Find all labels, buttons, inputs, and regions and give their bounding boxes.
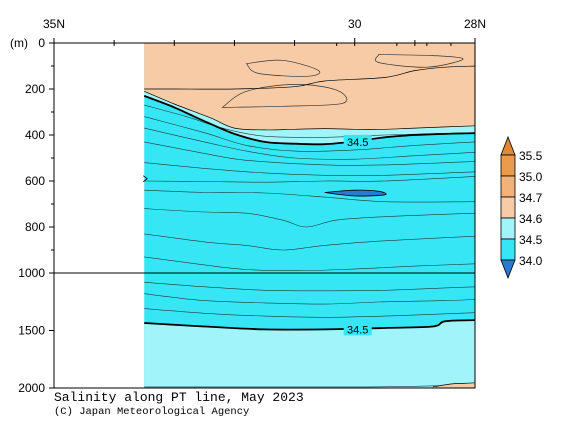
thin-isoline-13 [144,308,475,318]
y-tick-label-0: 0 [38,36,45,50]
colorbar-segment-5 [500,238,516,261]
thin-isoline-3 [144,127,475,160]
y-tick-label-800: 800 [25,220,45,234]
colorbar-segment-4 [500,217,516,240]
colorbar: 35.5 35.0 34.7 34.6 34.5 34.0 [500,135,543,280]
contour-label-1: 34.5 [347,137,368,149]
x-tick-label-28: 28N [464,17,486,31]
y-tick-label-2000: 2000 [18,381,45,395]
colorbar-label-35: 35.0 [519,170,543,184]
thin-isoline-8 [144,208,475,228]
thin-isoline-14 [144,385,439,388]
contour-label-bg-2 [343,322,372,336]
thin-isoline-11 [144,281,475,292]
colorbar-label-35-5: 35.5 [519,149,543,163]
contour-line-layer [142,54,475,388]
colorbar-label-34-5: 34.5 [519,233,543,247]
contour-34-7-closed-2 [221,84,348,108]
x-tick-label-35: 35N [43,17,65,31]
plot-frame [53,42,476,389]
thin-isoline-9 [144,233,475,251]
thin-isoline-2 [144,116,475,152]
axis-layer: 0 200 400 600 800 1000 1500 2000 (m) 35N 30 28N [10,17,486,395]
y-tick-label-600: 600 [25,174,45,188]
x-tick-label-30: 30 [348,17,362,31]
contour-34-6-5 [432,382,475,388]
fill-bottom-34-6-patch [432,382,475,388]
contour-34-7-closed-1 [245,59,321,77]
contour-34-6-4 [144,65,475,90]
contour-label-bg-1 [343,134,372,148]
chart-title: Salinity along PT line, May 2023 [54,390,304,405]
y-tick-label-1500: 1500 [18,324,45,338]
contour-label-2: 34.5 [347,324,368,336]
contour-34-6-1 [144,90,475,131]
colorbar-segment-2 [500,175,516,198]
thin-isoline-4 [144,141,475,166]
edge-contour-mark [142,175,148,183]
fill-low-salinity-patch [324,189,387,197]
colorbar-segment-bottom [500,259,516,280]
thin-isoline-6 [144,176,475,183]
y-tick-label-200: 200 [25,82,45,96]
thin-isoline-1 [144,104,475,138]
contour-34-7-closed-3 [374,54,464,68]
colorbar-segment-1 [500,154,516,177]
thin-isoline-10 [144,256,475,272]
thin-isoline-12 [144,293,475,305]
thin-isoline-5 [144,162,475,176]
colorbar-label-34-6: 34.6 [519,212,543,226]
y-tick-label-1000: 1000 [18,266,45,280]
thin-isoline-7 [144,189,475,203]
y-unit-label: (m) [10,36,28,50]
contour-label-layer: 34.5 34.5 [343,134,372,336]
fill-deep-34-5-band [144,320,475,388]
colorbar-segment-3 [500,196,516,219]
contour-34-5-2 [143,95,475,146]
salinity-fill-layer [144,43,475,388]
chart-credit: (C) Japan Meteorological Agency [54,406,250,418]
y-tick-label-400: 400 [25,128,45,142]
colorbar-label-34-7: 34.7 [519,191,543,205]
colorbar-segment-top [500,135,516,156]
colorbar-label-34: 34.0 [519,254,543,268]
